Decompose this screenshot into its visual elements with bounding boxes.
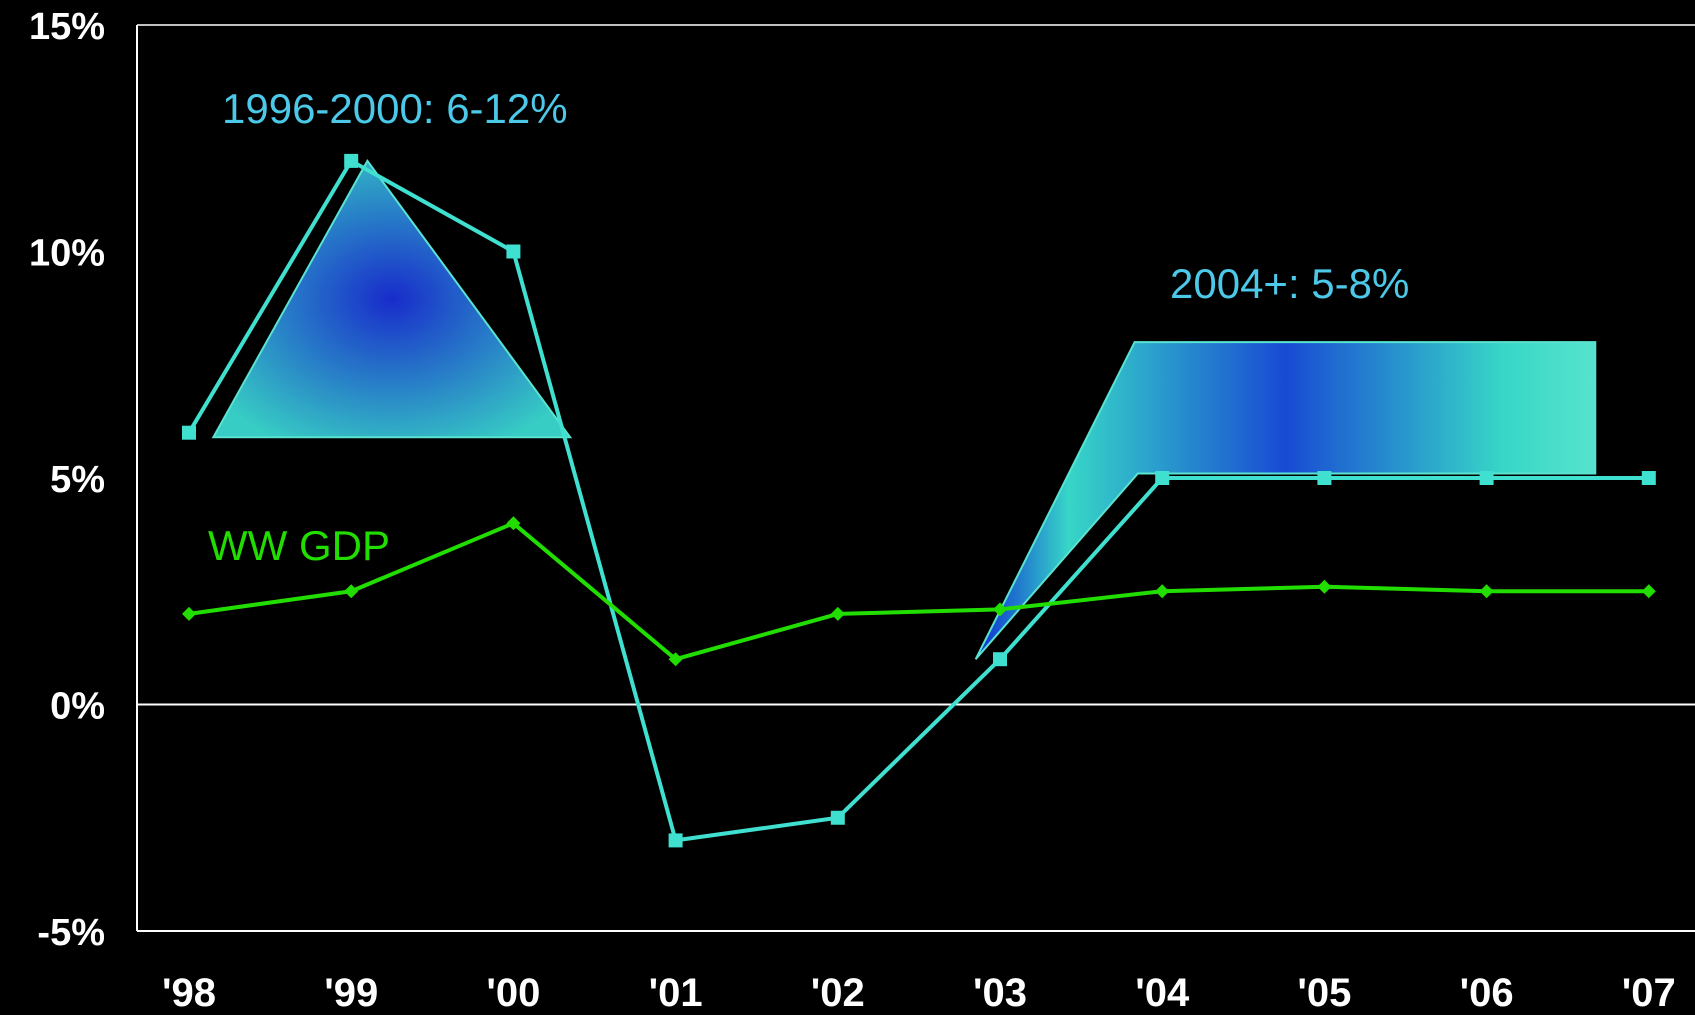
data-point bbox=[668, 652, 683, 667]
y-tick-label: 10% bbox=[29, 233, 105, 275]
x-tick-label: '07 bbox=[1622, 971, 1676, 1015]
x-tick-labels: '98 '99 '00 '01 '02 '03 '04 '05 '06 '07 bbox=[162, 971, 1676, 1015]
y-tick-label: 0% bbox=[50, 686, 105, 728]
series-lines bbox=[182, 153, 1656, 848]
x-tick-label: '05 bbox=[1297, 971, 1351, 1015]
range-bands bbox=[211, 159, 1597, 660]
x-tick-label: '02 bbox=[811, 971, 865, 1015]
annotation-2004-plus: 2004+: 5-8% bbox=[1170, 260, 1409, 307]
data-point bbox=[1641, 584, 1656, 599]
series-line bbox=[188, 521, 1649, 662]
data-point bbox=[1641, 471, 1656, 485]
series-line bbox=[187, 158, 1649, 843]
data-point bbox=[182, 425, 196, 440]
data-point bbox=[830, 606, 845, 621]
x-tick-label: '01 bbox=[649, 971, 703, 1015]
data-point bbox=[1317, 579, 1332, 594]
data-point bbox=[506, 516, 521, 531]
data-point bbox=[1155, 584, 1170, 599]
data-point bbox=[344, 584, 359, 599]
x-tick-label: '00 bbox=[486, 971, 540, 1015]
axes bbox=[136, 24, 1695, 932]
y-tick-label: 5% bbox=[50, 459, 105, 501]
data-point bbox=[1479, 584, 1494, 599]
data-point bbox=[668, 833, 683, 848]
x-tick-label: '06 bbox=[1460, 971, 1514, 1015]
x-tick-label: '04 bbox=[1135, 971, 1190, 1015]
annotations: 1996-2000: 6-12% 2004+: 5-8% WW GDP bbox=[208, 85, 1409, 569]
data-point bbox=[344, 153, 359, 168]
y-tick-label: -5% bbox=[37, 912, 105, 954]
data-point bbox=[1317, 471, 1332, 485]
y-tick-label: 15% bbox=[29, 6, 105, 48]
x-tick-label: '99 bbox=[324, 971, 378, 1015]
range-band bbox=[211, 159, 573, 439]
range-band bbox=[974, 341, 1597, 660]
annotation-ww-gdp: WW GDP bbox=[208, 522, 390, 569]
x-tick-label: '03 bbox=[973, 971, 1027, 1015]
data-point bbox=[182, 606, 196, 621]
data-point bbox=[830, 810, 845, 825]
annotation-1996-2000: 1996-2000: 6-12% bbox=[222, 85, 568, 132]
data-point bbox=[1155, 471, 1170, 485]
data-point bbox=[993, 602, 1007, 617]
y-tick-labels: -5% 0% 5% 10% 15% bbox=[29, 6, 105, 954]
data-point bbox=[506, 244, 521, 259]
data-point bbox=[1479, 471, 1494, 485]
x-tick-label: '98 bbox=[162, 971, 216, 1015]
data-point bbox=[993, 652, 1007, 667]
